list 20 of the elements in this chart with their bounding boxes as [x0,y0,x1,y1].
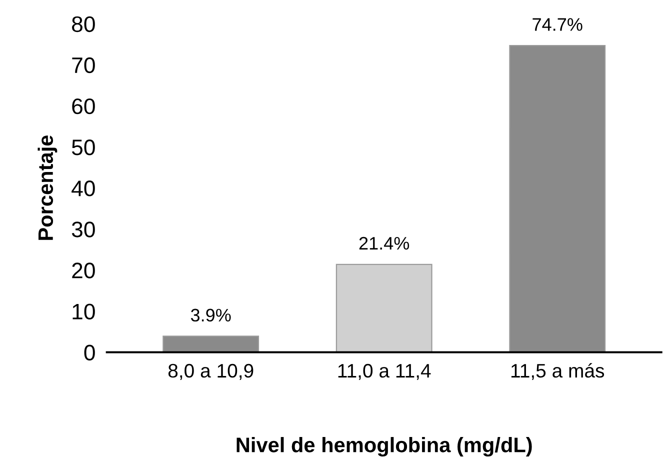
y-tick-label: 40 [72,180,95,196]
y-tick-label: 0 [84,344,95,361]
bar [336,264,432,352]
y-tick-label: 60 [72,98,95,114]
y-tick-label: 30 [72,222,95,238]
bar [162,336,260,352]
data-label: 74.7% [532,18,582,31]
y-tick-label: 50 [72,140,95,156]
x-tick-label: 11,0 a 11,4 [338,364,431,380]
x-tick-label: 8,0 a 10,9 [168,364,254,380]
data-label: 3.9% [190,308,231,322]
bar [509,45,606,352]
y-tick-label: 10 [72,304,95,320]
y-tick-label: 70 [72,57,95,74]
y-tick-label: 20 [72,262,95,278]
data-label: 21.4% [359,236,410,250]
x-tick-label: 11,5 a más [511,363,604,380]
y-axis-title: Porcentaje [38,135,58,240]
y-tick-label: 80 [72,16,95,32]
x-axis-title: Nivel de hemoglobina (mg/dL) [236,437,532,457]
